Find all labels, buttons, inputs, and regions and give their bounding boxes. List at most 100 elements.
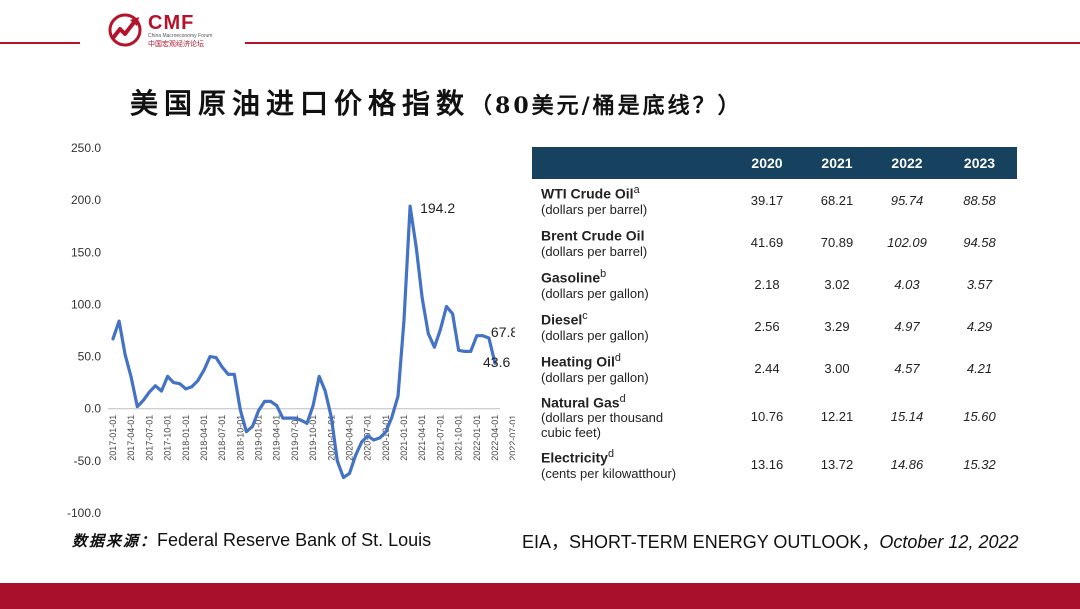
x-tick-label: 2018-04-01 [199,415,209,461]
series-line [111,204,497,480]
data-point [220,365,224,369]
data-point [348,471,351,475]
data-point [238,408,242,412]
row-name: Gasoline [541,269,601,286]
row-name: Natural Gas [541,394,620,411]
data-point [317,374,321,378]
data-point [335,459,339,463]
data-point [202,368,206,372]
table-row: Electricityd (cents per kilowatthour) 13.… [532,443,1017,485]
x-tick-label: 2019-04-01 [272,415,282,461]
x-tick-label: 2020-04-01 [344,415,354,461]
cell-2020: 41.69 [750,234,784,250]
data-point [493,361,497,365]
row-footnote: d [607,448,614,461]
data-point [214,356,218,360]
row-name: Brent Crude Oil [541,227,645,244]
cell-2021: 12.21 [820,408,854,424]
x-tick-label: 2019-07-01 [290,415,300,461]
data-point [408,204,412,208]
data-point [281,416,285,420]
data-point [172,381,176,385]
x-tick-label: 2017-07-01 [144,415,154,461]
cell-2022: 15.14 [890,408,924,424]
row-unit: (dollars per barrel) [541,201,648,217]
row-footnote: b [600,268,607,281]
x-tick-label: 2018-01-01 [181,415,191,461]
data-point [184,387,188,391]
cell-2022: 14.86 [890,456,924,472]
cell-2020: 2.44 [754,360,780,376]
data-point [475,334,479,338]
cell-2021: 68.21 [820,192,854,208]
cell-2023: 15.60 [963,408,996,424]
data-point [244,430,248,434]
data-point [439,328,442,331]
data-point [251,425,254,428]
cell-2023: 94.58 [963,234,996,250]
row-label: Gasolineb (dollars per gallon) [532,263,732,305]
cell-2020: 13.16 [750,456,784,472]
source-note-right: EIA，SHORT-TERM ENERGY OUTLOOK，October 12… [522,528,1019,554]
data-point [226,372,230,376]
logo-subtitle-en: China Macroeconomy Forum [148,33,213,39]
cell-2021: 70.89 [820,234,854,250]
table-header-2022: 2022 [872,147,942,179]
data-point [305,421,309,425]
y-tick-label: 250.0 [71,141,101,155]
x-tick-label: 2021-10-01 [454,415,464,461]
header-rule-right [245,42,1080,44]
data-point [147,390,151,394]
data-point [378,436,382,440]
row-unit: (dollars per gallon) [541,327,649,343]
data-point [293,416,297,420]
x-tick-label: 2019-10-01 [308,415,318,461]
x-tick-label: 2017-01-01 [108,415,118,461]
cell-2023: 88.58 [963,192,996,208]
oil-import-price-chart: -100.0 -50.0 0.0 50.0 100.0 150.0 200.0 250.0 20… [67,141,515,520]
data-point [311,404,315,407]
data-point [426,332,430,336]
row-unit-2: cubic feet) [541,425,601,441]
data-point [396,394,400,398]
y-tick-label: -50.0 [74,454,102,468]
data-point [154,384,157,388]
table-header-2021: 2021 [802,147,872,179]
data-point [287,416,291,420]
cell-2020: 2.56 [754,318,780,334]
x-tick-label: 2019-01-01 [254,415,264,461]
data-point [166,374,169,378]
table-row: Dieselc (dollars per gallon) 2.56 3.29 4.… [532,305,1017,347]
header-rule-left [0,42,80,44]
cell-2021: 3.29 [824,318,850,334]
source-date: October 12, 2022 [879,532,1019,552]
x-tick-label: 2021-04-01 [417,415,427,461]
y-tick-label: -100.0 [67,506,101,520]
y-tick-label: 150.0 [71,245,101,259]
data-point [123,353,127,356]
data-point [342,476,345,479]
table-row: Brent Crude Oil (dollars per barrel) 41.6… [532,221,1017,263]
x-tick-label: 2017-04-01 [126,415,136,461]
table-row: WTI Crude Oila (dollars per barrel) 39.17… [532,179,1017,221]
cell-2022: 4.57 [894,360,920,376]
data-point [190,385,194,389]
table-header-blank [532,147,732,179]
row-label: Electricityd (cents per kilowatthour) [532,443,732,485]
data-point [232,372,236,376]
row-name: Heating Oil [541,353,615,370]
page-title-main: 美国原油进口价格指数 [130,87,471,120]
cell-2022: 102.09 [887,234,927,250]
data-point [420,296,424,300]
data-point [323,389,327,393]
cell-2022: 4.03 [894,276,920,292]
data-point [160,389,163,393]
data-point [275,404,279,407]
cell-2022: 4.97 [894,318,920,334]
data-point [457,348,461,352]
row-label: WTI Crude Oila (dollars per barrel) [532,179,732,221]
y-tick-label: 100.0 [71,297,101,311]
row-unit: (dollars per barrel) [541,243,648,259]
logo-name: CMF [148,12,195,34]
row-footnote: d [614,352,621,365]
